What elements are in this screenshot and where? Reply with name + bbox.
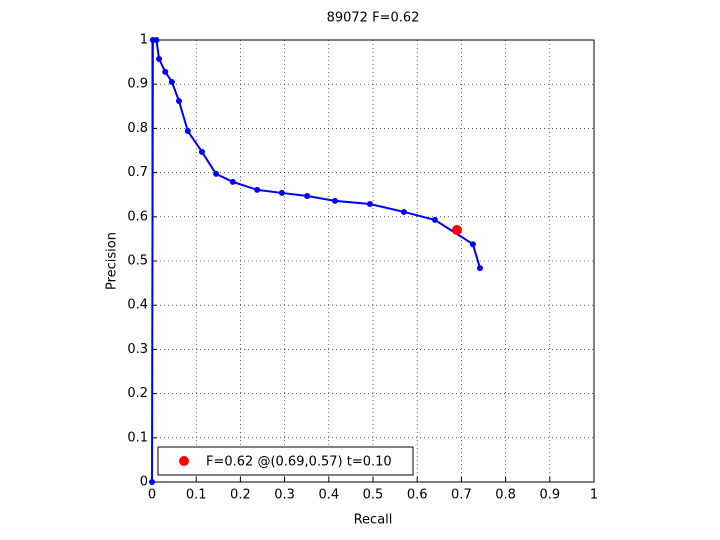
data-point bbox=[451, 225, 462, 236]
x-tick-label: 0 bbox=[148, 488, 156, 503]
data-point bbox=[476, 265, 483, 272]
y-tick-label: 0.2 bbox=[127, 386, 148, 401]
data-point bbox=[213, 170, 220, 177]
x-tick-label: 0.1 bbox=[186, 488, 207, 503]
legend-label: F=0.62 @(0.69,0.57) t=0.10 bbox=[206, 455, 392, 470]
chart-title: 89072 F=0.62 bbox=[327, 11, 420, 26]
y-tick-label: 0.5 bbox=[127, 254, 148, 269]
y-tick-label: 1 bbox=[140, 33, 148, 48]
x-tick-label: 0.8 bbox=[495, 488, 516, 503]
y-tick-label: 0.3 bbox=[127, 342, 148, 357]
x-tick-label: 0.3 bbox=[274, 488, 295, 503]
data-point bbox=[229, 178, 236, 185]
x-tick-label: 0.4 bbox=[318, 488, 339, 503]
y-tick-label: 0.1 bbox=[127, 430, 148, 445]
data-point bbox=[153, 37, 160, 43]
x-axis-label: Recall bbox=[354, 513, 393, 528]
x-tick-label: 0.5 bbox=[363, 488, 384, 503]
data-point bbox=[278, 189, 285, 196]
legend-box bbox=[157, 446, 414, 476]
data-point bbox=[469, 241, 476, 248]
data-point bbox=[162, 68, 169, 75]
y-tick-label: 0.4 bbox=[127, 298, 148, 313]
data-point bbox=[254, 186, 261, 193]
y-tick-label: 0.9 bbox=[127, 77, 148, 92]
y-tick-label: 0 bbox=[140, 475, 148, 490]
data-point bbox=[184, 128, 191, 135]
data-point bbox=[149, 479, 155, 485]
data-point bbox=[331, 197, 338, 204]
x-tick-label: 0.2 bbox=[230, 488, 251, 503]
data-point bbox=[156, 56, 163, 63]
x-tick-label: 0.6 bbox=[407, 488, 428, 503]
y-tick-label: 0.8 bbox=[127, 121, 148, 136]
legend-marker bbox=[179, 456, 189, 466]
y-axis-label: Precision bbox=[105, 232, 120, 290]
data-point bbox=[366, 200, 373, 207]
x-tick-label: 1 bbox=[590, 488, 598, 503]
data-point bbox=[431, 216, 438, 223]
y-tick-label: 0.7 bbox=[127, 165, 148, 180]
y-tick-label: 0.6 bbox=[127, 209, 148, 224]
data-point bbox=[175, 97, 182, 104]
data-point bbox=[304, 193, 311, 200]
data-point bbox=[400, 208, 407, 215]
data-point bbox=[198, 148, 205, 155]
x-tick-label: 0.7 bbox=[451, 488, 472, 503]
data-point bbox=[168, 78, 175, 85]
x-tick-label: 0.9 bbox=[539, 488, 560, 503]
